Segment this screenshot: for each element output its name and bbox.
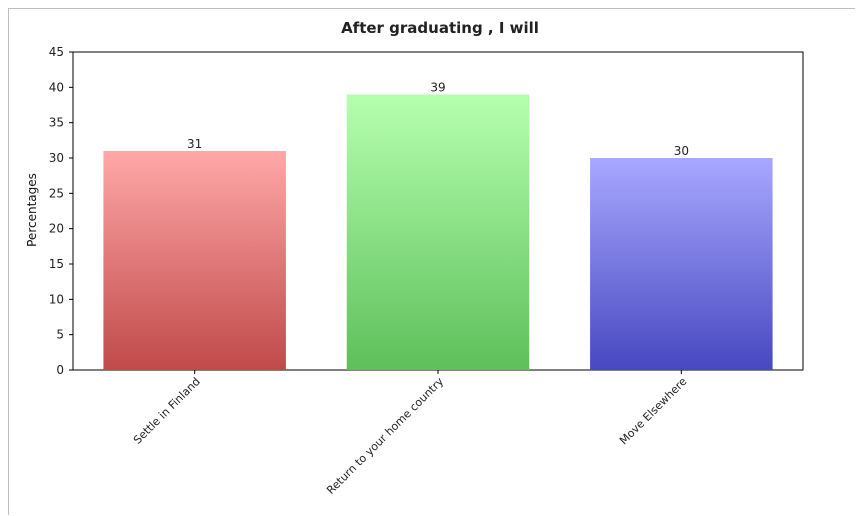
bar [590, 158, 773, 370]
y-tick-label: 20 [49, 222, 64, 236]
y-tick-label: 40 [49, 80, 64, 94]
y-axis: 0 5 10 15 20 25 30 35 40 45 [49, 45, 73, 377]
y-tick-label: 35 [49, 116, 64, 130]
x-tick-label: Move Elsewhere [617, 375, 689, 447]
chart-frame [8, 8, 855, 515]
x-axis: Settle in Finland Return to your home cou… [131, 370, 690, 497]
y-tick-label: 15 [49, 257, 64, 271]
bar [346, 94, 530, 371]
chart-title: After graduating , I will [341, 19, 539, 37]
data-label: 30 [674, 144, 689, 158]
y-tick-label: 0 [56, 363, 64, 377]
y-tick-label: 25 [49, 186, 64, 200]
data-label: 39 [430, 80, 445, 94]
y-axis-label: Percentages [25, 173, 39, 247]
data-label: 31 [187, 137, 202, 151]
x-tick-label: Return to your home country [324, 375, 446, 497]
y-tick-label: 45 [49, 45, 64, 59]
y-tick-label: 30 [49, 151, 64, 165]
x-tick-label: Settle in Finland [131, 375, 203, 447]
y-tick-label: 5 [56, 328, 64, 342]
y-tick-label: 10 [49, 292, 64, 306]
bars: 31 39 30 [103, 80, 773, 371]
bar [103, 150, 286, 370]
